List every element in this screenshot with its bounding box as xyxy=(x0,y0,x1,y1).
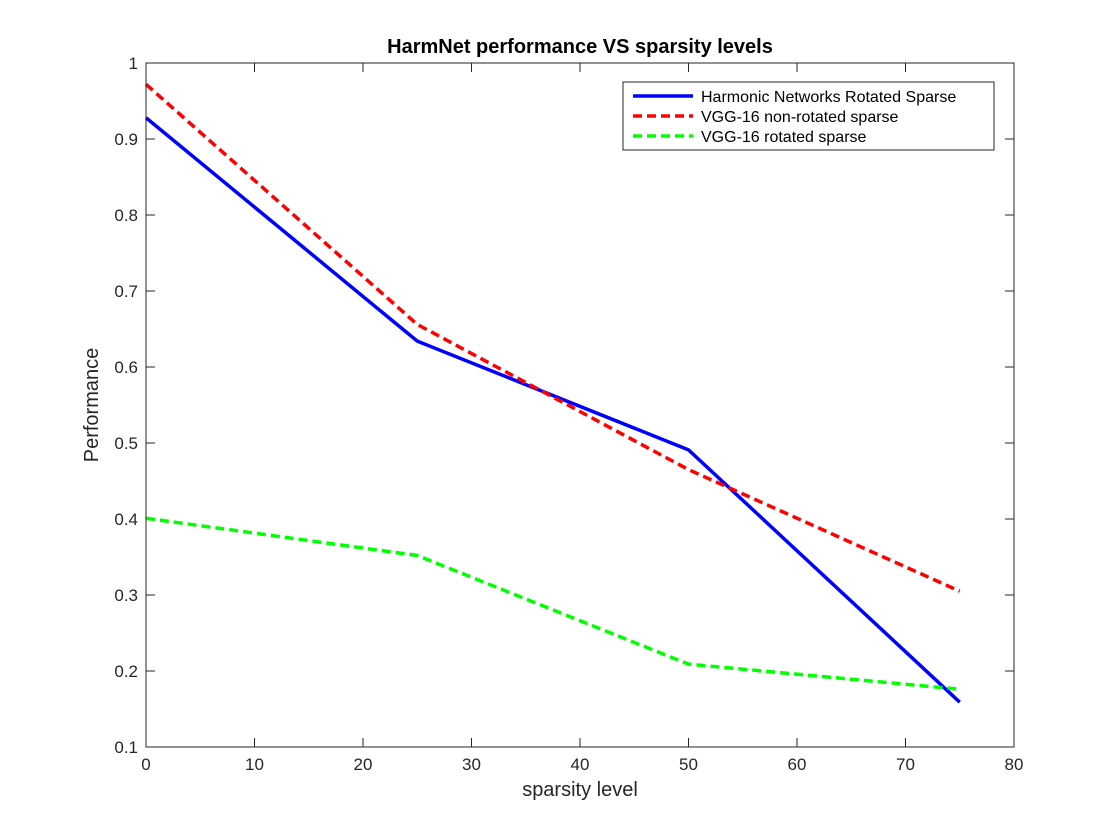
y-axis-title: Performance xyxy=(81,348,103,463)
x-tick-label: 10 xyxy=(245,755,264,774)
x-tick-label: 50 xyxy=(679,755,698,774)
y-tick-label: 0.8 xyxy=(114,206,138,225)
series-layer xyxy=(144,82,961,704)
legend-box xyxy=(622,81,995,151)
y-tick-label: 0.7 xyxy=(114,282,138,301)
chart-title: HarmNet performance VS sparsity levels xyxy=(387,36,773,58)
y-tick-label: 0.4 xyxy=(114,510,138,529)
x-tick-label: 60 xyxy=(788,755,807,774)
plot-frame xyxy=(145,62,1015,748)
legend-label-2: VGG-16 non-rotated sparse xyxy=(701,109,899,126)
x-tick-label: 20 xyxy=(354,755,373,774)
series-line-1 xyxy=(144,116,961,704)
x-tick-label: 70 xyxy=(896,755,915,774)
y-tick-label: 0.9 xyxy=(114,130,138,149)
x-tick-label: 40 xyxy=(571,755,590,774)
series-line-3 xyxy=(145,516,960,691)
legend-label-3: VGG-16 rotated sparse xyxy=(701,129,867,146)
y-tick-label: 0.3 xyxy=(114,586,138,605)
x-tick-label: 0 xyxy=(141,755,150,774)
legend-label-1: Harmonic Networks Rotated Sparse xyxy=(701,89,956,106)
y-tick-label: 0.2 xyxy=(114,662,138,681)
x-axis-title: sparsity level xyxy=(522,779,638,801)
legend: Harmonic Networks Rotated Sparse VGG-16 n… xyxy=(622,81,995,151)
series-line-2 xyxy=(144,82,961,593)
y-tick-label: 1 xyxy=(129,54,138,73)
y-tick-label: 0.1 xyxy=(114,738,138,757)
y-tick-label: 0.6 xyxy=(114,358,138,377)
x-tick-label: 30 xyxy=(462,755,481,774)
x-tick-label: 80 xyxy=(1005,755,1024,774)
y-tick-label: 0.5 xyxy=(114,434,138,453)
tick-labels: 0 10 20 30 40 50 60 70 80 0.1 0.2 0.3 0.4 0.5 0.6 0.7 0.… xyxy=(114,54,1023,774)
